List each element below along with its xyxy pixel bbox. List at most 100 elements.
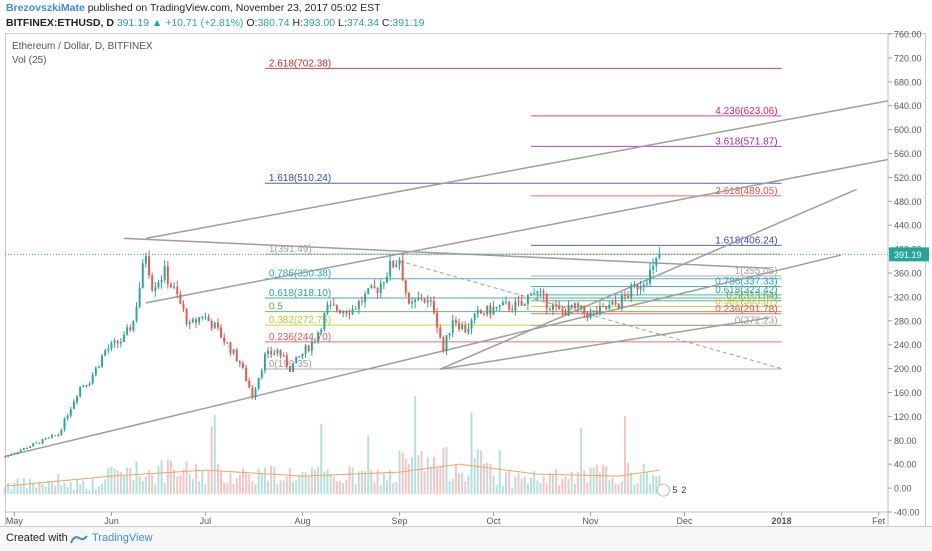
candle-body [645, 283, 648, 285]
candle-body [533, 293, 536, 295]
volume-bar [123, 475, 125, 495]
open-value: 380.74 [257, 17, 290, 29]
volume-bar [204, 483, 207, 495]
volume-bar [436, 467, 439, 495]
x-tick-label: Nov [583, 516, 600, 526]
volume-bar [210, 426, 213, 495]
volume-bar [288, 468, 291, 495]
candle-body [248, 380, 251, 388]
candle-body [242, 363, 244, 368]
candle-body [395, 264, 398, 268]
candle-body [298, 356, 301, 358]
candle-body [163, 266, 166, 280]
volume-bar [370, 469, 373, 495]
candle-body [279, 349, 282, 357]
volume-bar [586, 482, 589, 495]
volume-bar [461, 473, 464, 495]
candle-body [351, 308, 354, 315]
volume-bar [429, 467, 432, 495]
candle-body [492, 307, 495, 315]
candle-body [138, 287, 141, 308]
volume-bar [119, 472, 122, 495]
volume-bar [354, 484, 357, 495]
volume-bar [254, 484, 257, 495]
candle-body [567, 304, 570, 316]
candle-body [19, 450, 22, 453]
candle-body [129, 327, 132, 331]
author-link[interactable]: BrezovszkiMate [6, 2, 85, 14]
volume-bar [248, 474, 251, 495]
candle-body [335, 305, 338, 311]
candle-body [22, 448, 25, 451]
volume-bar [307, 475, 310, 495]
volume-bar [642, 463, 645, 495]
volume-bar [367, 435, 370, 495]
candle-body [29, 446, 32, 448]
fib-right-level-label: 0.786(337.33) [715, 277, 777, 288]
candle-body [260, 370, 263, 378]
volume-bar [539, 482, 542, 495]
volume-bar [173, 469, 176, 495]
volume-bar [179, 474, 182, 495]
candle-body [332, 304, 335, 306]
volume-bar [602, 464, 605, 495]
candle-body [577, 303, 579, 308]
candle-body [238, 361, 241, 364]
fib-left-level-label: 0.5 [269, 302, 283, 313]
volume-bar [38, 481, 41, 495]
middle-channel-trendline [145, 158, 889, 304]
low-label: L: [338, 17, 347, 29]
lower-channel-mid-trendline [440, 317, 770, 370]
candle-body [4, 456, 6, 458]
volume-bar [169, 461, 172, 495]
y-tick-label: 760.00 [894, 30, 922, 40]
candle-body [367, 288, 370, 294]
volume-bar [523, 476, 526, 495]
candle-body [270, 350, 273, 355]
volume-bar [292, 481, 295, 495]
volume-bar [132, 480, 135, 495]
candle-body [179, 294, 182, 304]
candle-body [276, 349, 279, 354]
fib-right-level-label: 0(272.23) [735, 315, 778, 326]
volume-bar [226, 483, 229, 495]
candle-body [126, 327, 129, 335]
candle-body [451, 320, 454, 333]
candle-body [151, 275, 154, 291]
volume-bar [182, 469, 185, 495]
candle-body [602, 305, 605, 307]
fib-right-level-label: 1(355.05) [735, 266, 778, 277]
candle-body [273, 353, 276, 355]
tradingview-link[interactable]: TradingView [92, 532, 153, 544]
candle-body [448, 332, 451, 336]
candle-body [32, 443, 35, 447]
volume-bar [611, 477, 614, 495]
volume-bar [72, 489, 75, 495]
candle-body [123, 334, 125, 342]
volume-bar [592, 467, 595, 495]
candle-body [66, 415, 69, 419]
candle-body [38, 442, 41, 444]
candle-body [69, 408, 72, 416]
volume-bar [420, 451, 423, 495]
candle-body [57, 434, 60, 436]
candle-body [251, 387, 254, 398]
candle-body [317, 332, 320, 343]
volume-bar [329, 474, 332, 495]
volume-bar [82, 480, 85, 495]
candle-body [639, 286, 642, 290]
volume-bar [110, 466, 113, 495]
volume-bar [129, 467, 132, 495]
candle-body [433, 301, 435, 313]
candle-body [310, 341, 313, 352]
volume-bar [166, 459, 169, 495]
candle-body [636, 284, 639, 290]
y-tick-label: 440.00 [894, 221, 922, 231]
candle-body [633, 284, 636, 286]
volume-bar [157, 465, 160, 495]
volume-bar [652, 474, 655, 495]
volume-bar [97, 486, 100, 495]
candle-body [292, 363, 295, 372]
volume-bar [555, 469, 558, 495]
